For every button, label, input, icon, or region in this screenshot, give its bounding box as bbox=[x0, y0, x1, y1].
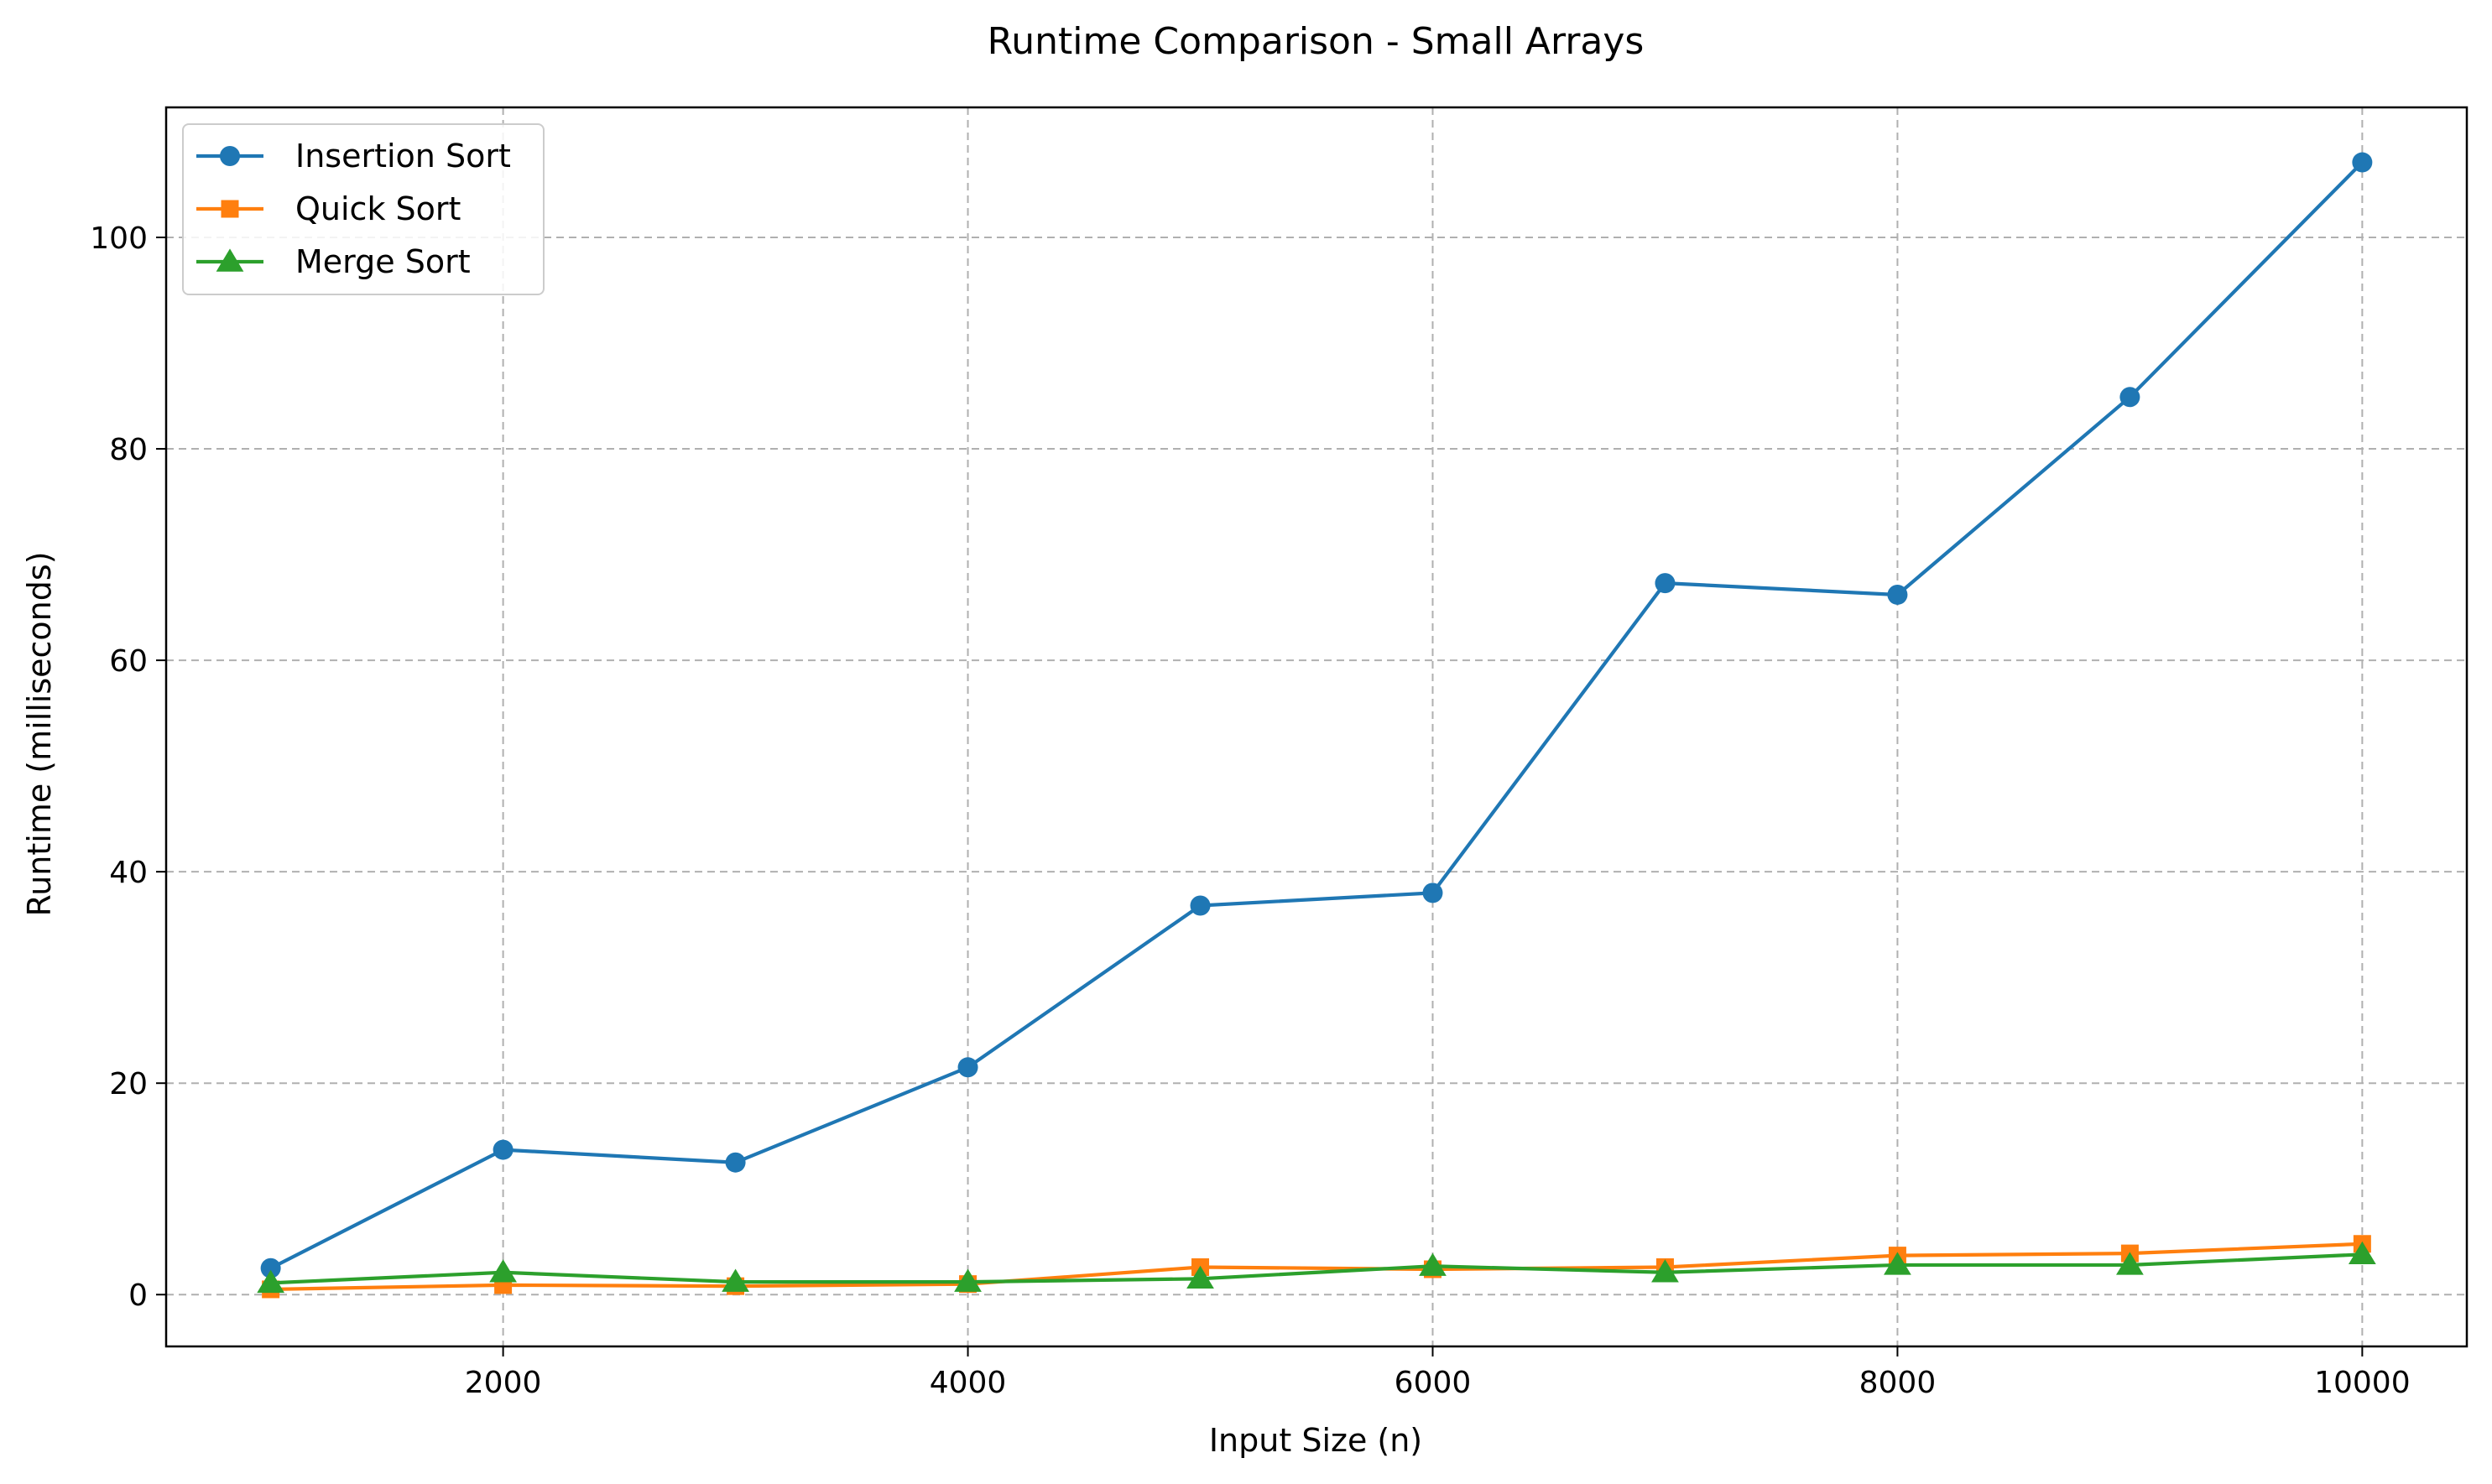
legend-item: Insertion Sort bbox=[196, 138, 511, 174]
data-point-merge-sort bbox=[954, 1268, 982, 1292]
legend-marker bbox=[220, 146, 240, 166]
data-point-insertion-sort bbox=[2119, 387, 2140, 408]
legend-label: Quick Sort bbox=[295, 190, 461, 227]
x-tick-label: 4000 bbox=[930, 1366, 1007, 1400]
data-point-insertion-sort bbox=[957, 1057, 978, 1078]
data-point-merge-sort bbox=[722, 1268, 749, 1292]
series-line-merge-sort bbox=[270, 1252, 2363, 1285]
x-tick-label: 10000 bbox=[2314, 1366, 2411, 1400]
x-tick-label: 8000 bbox=[1859, 1366, 1937, 1400]
legend-label: Merge Sort bbox=[295, 243, 471, 280]
data-point-merge-sort bbox=[489, 1259, 517, 1283]
data-point-merge-sort bbox=[1884, 1252, 1911, 1275]
series-insertion-sort bbox=[260, 152, 2373, 1278]
data-point-merge-sort bbox=[2116, 1252, 2144, 1275]
data-point-insertion-sort bbox=[1887, 584, 1908, 605]
plot-area-frame bbox=[164, 106, 2469, 1348]
series-layer bbox=[257, 152, 2376, 1299]
data-point-insertion-sort bbox=[1655, 573, 1676, 594]
grid bbox=[166, 107, 2467, 1346]
legend-item: Quick Sort bbox=[196, 190, 461, 227]
data-point-insertion-sort bbox=[1190, 895, 1211, 916]
y-tick-label: 40 bbox=[109, 856, 148, 890]
series-merge-sort bbox=[257, 1241, 2376, 1294]
y-axis-label: Runtime (milliseconds) bbox=[21, 551, 58, 916]
x-tick-label: 2000 bbox=[465, 1366, 542, 1400]
series-line-quick-sort bbox=[270, 1242, 2363, 1292]
data-point-insertion-sort bbox=[1422, 883, 1443, 903]
data-point-insertion-sort bbox=[260, 1257, 281, 1278]
x-axis-label: Input Size (n) bbox=[1209, 1422, 1422, 1459]
x-tick-label: 6000 bbox=[1395, 1366, 1472, 1400]
legend-marker bbox=[216, 248, 244, 272]
series-line-insertion-sort bbox=[269, 161, 2364, 1270]
y-tick-label: 0 bbox=[128, 1278, 148, 1313]
data-point-merge-sort bbox=[1419, 1252, 1447, 1276]
legend-label: Insertion Sort bbox=[295, 138, 511, 174]
y-tick-label: 100 bbox=[90, 221, 148, 256]
axis-ticks: 2000 4000 6000 8000 10000 0 20 40 60 80 100 bbox=[90, 221, 2410, 1400]
data-point-insertion-sort bbox=[725, 1152, 746, 1173]
legend-frame bbox=[182, 123, 545, 295]
data-point-merge-sort bbox=[1651, 1259, 1679, 1283]
data-point-insertion-sort bbox=[493, 1139, 514, 1160]
data-point-merge-sort bbox=[1186, 1265, 1214, 1289]
legend-item: Merge Sort bbox=[196, 243, 471, 280]
legend-marker bbox=[221, 200, 239, 218]
legend: Insertion Sort Quick Sort Merge Sort bbox=[182, 123, 545, 295]
y-tick-label: 80 bbox=[109, 433, 148, 467]
y-tick-label: 60 bbox=[109, 644, 148, 679]
data-point-merge-sort bbox=[257, 1269, 285, 1294]
data-point-merge-sort bbox=[2348, 1241, 2376, 1265]
chart-title: Runtime Comparison - Small Arrays bbox=[988, 20, 1645, 63]
data-point-insertion-sort bbox=[2352, 152, 2373, 173]
y-tick-label: 20 bbox=[109, 1067, 148, 1101]
